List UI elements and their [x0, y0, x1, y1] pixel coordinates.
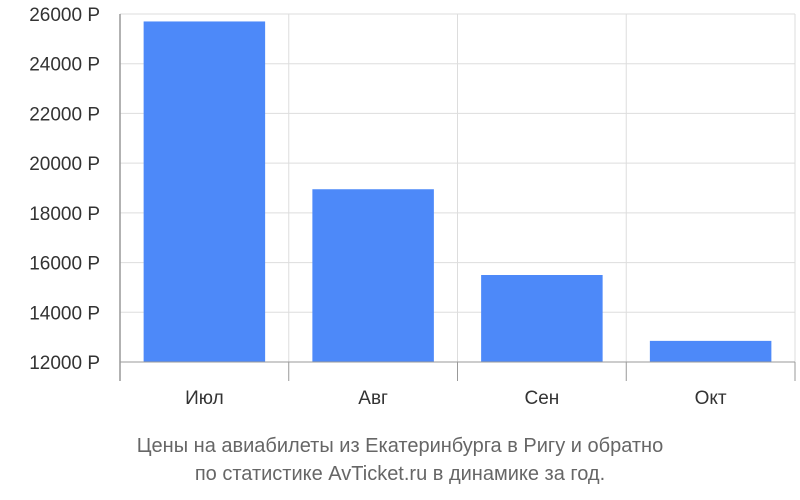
- x-tick-label: Июл: [185, 388, 224, 409]
- bar-2: [312, 189, 434, 362]
- bar-1: [143, 21, 266, 362]
- axes: [119, 14, 796, 381]
- tick-labels: 12000 Р 14000 Р 16000 Р 18000 Р 20000 Р 22000…: [29, 5, 727, 409]
- y-tick-label: 24000 Р: [29, 55, 100, 76]
- y-tick-label: 14000 Р: [29, 303, 100, 324]
- bars: [143, 21, 772, 362]
- x-tick-label: Авг: [358, 388, 388, 409]
- bar-3: [481, 275, 603, 362]
- bar-4: [649, 340, 772, 362]
- y-tick-label: 26000 Р: [29, 5, 100, 26]
- caption-line-1: Цены на авиабилеты из Екатеринбурга в Ри…: [136, 435, 664, 457]
- x-tick-label: Окт: [695, 388, 727, 409]
- caption-line-2: по статистике AvTicket.ru в динамике за …: [194, 463, 606, 485]
- y-tick-label: 22000 Р: [29, 104, 100, 125]
- x-tick-label: Сен: [524, 388, 559, 409]
- y-tick-label: 12000 Р: [29, 353, 100, 374]
- y-tick-label: 18000 Р: [29, 204, 100, 225]
- chart-caption: Цены на авиабилеты из Екатеринбурга в Ри…: [0, 432, 800, 488]
- y-tick-label: 20000 Р: [29, 154, 100, 175]
- y-tick-label: 16000 Р: [29, 254, 100, 275]
